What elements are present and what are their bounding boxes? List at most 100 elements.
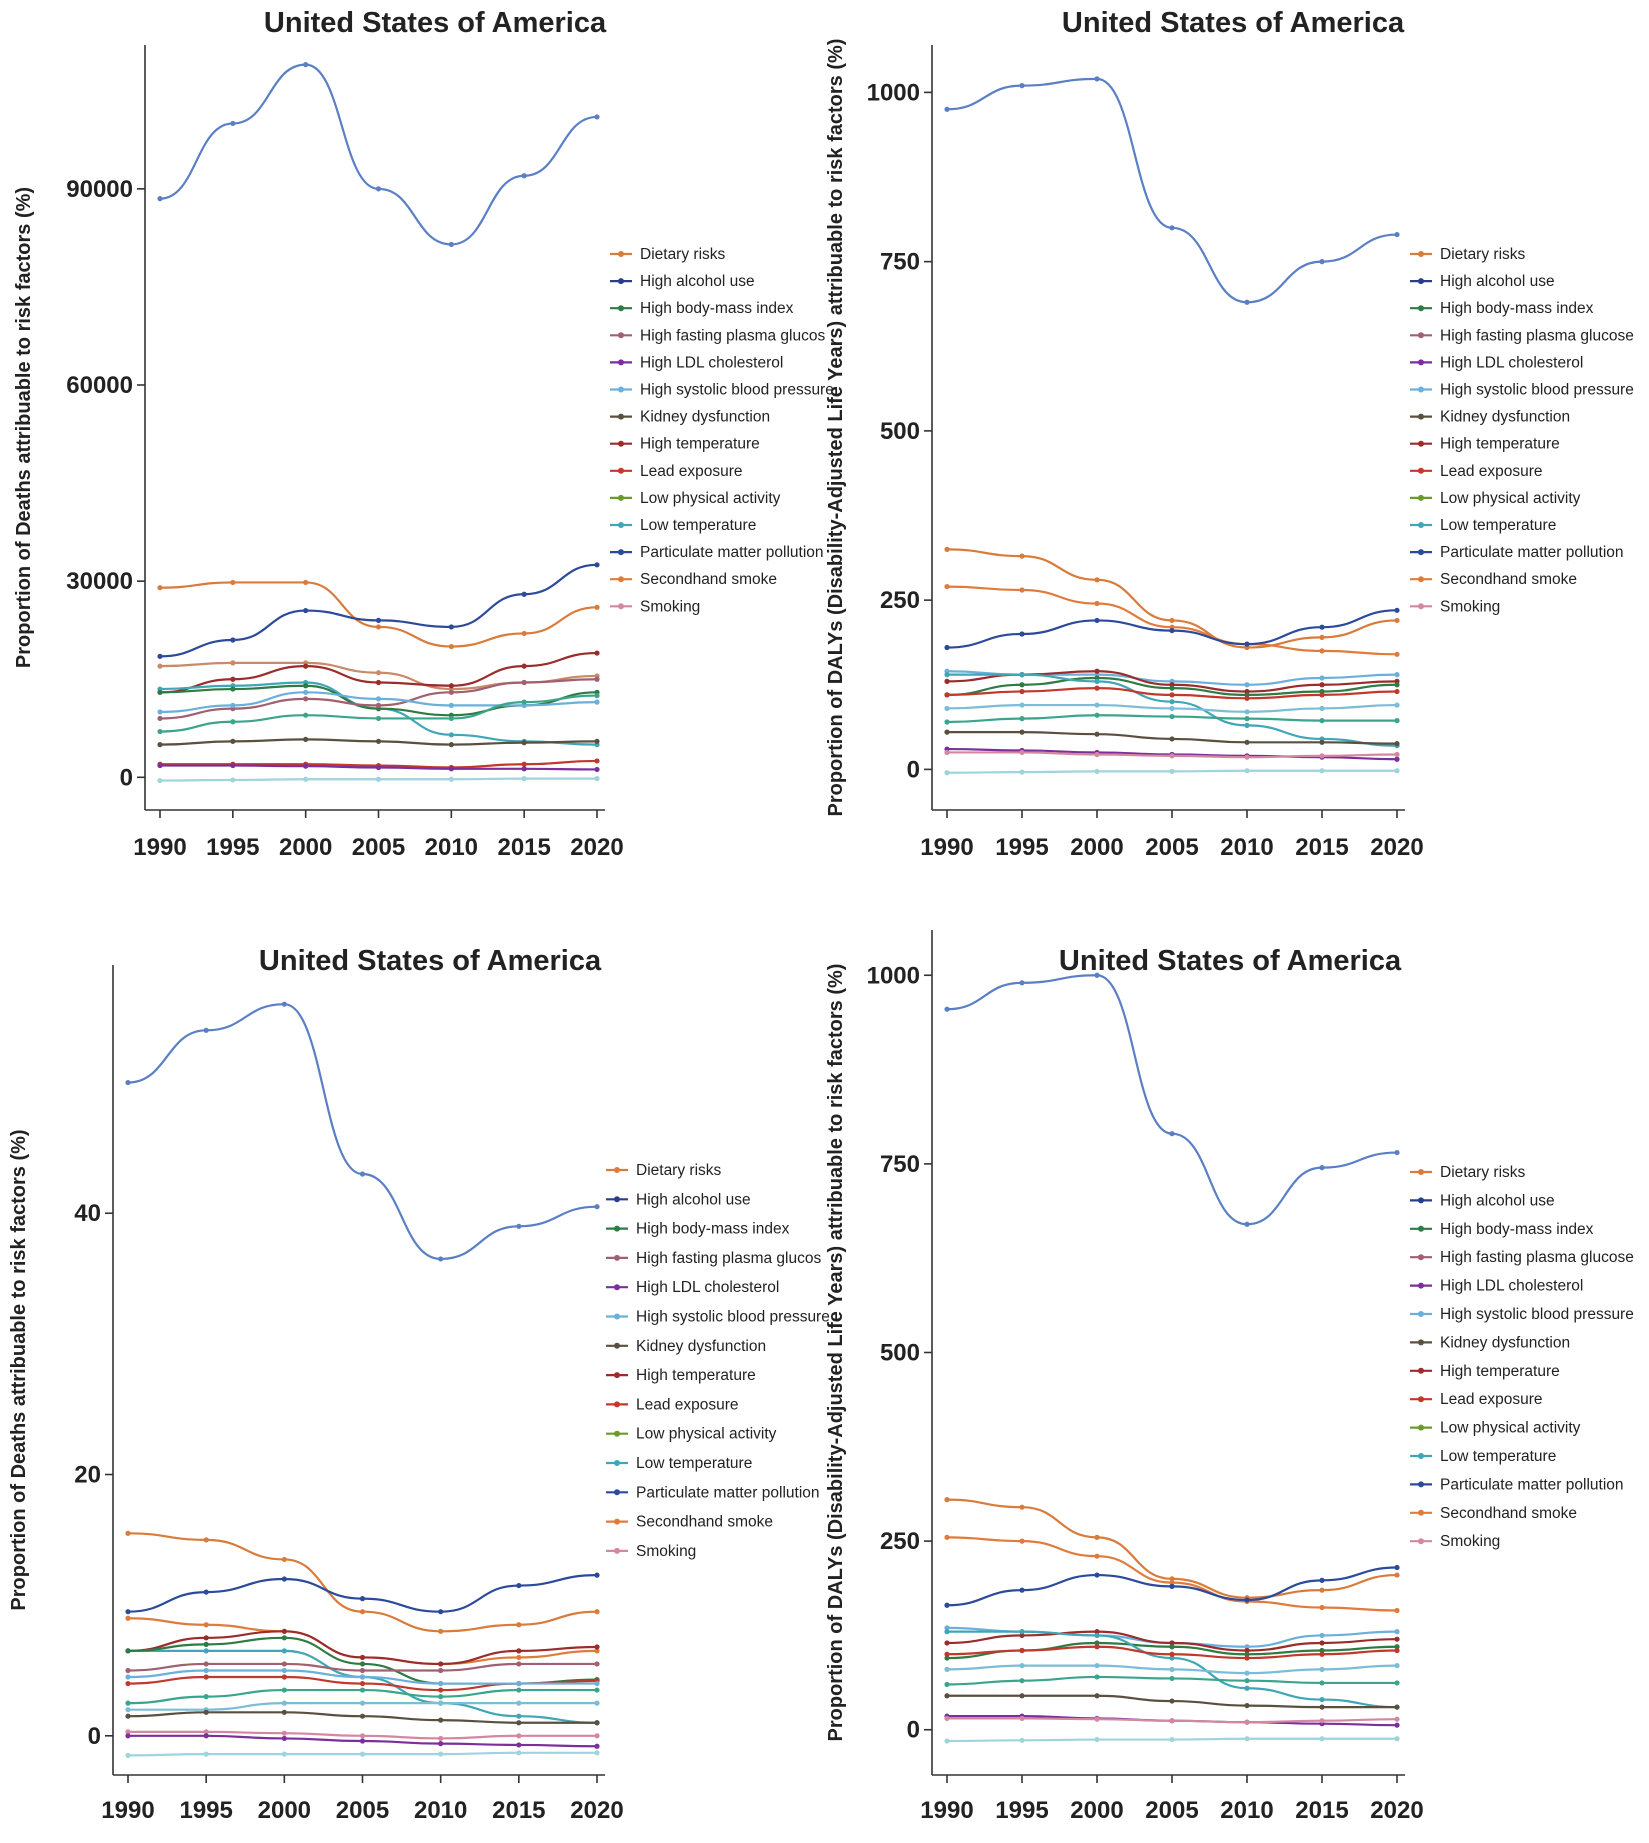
data-point [1169,1644,1175,1650]
series-6 [944,1629,1400,1654]
data-point [1019,1538,1025,1544]
data-point [1319,624,1325,630]
legend-swatch-dot [1418,1282,1424,1289]
data-point [1394,1647,1400,1654]
data-point [1094,685,1100,691]
y-tick-label: 1000 [867,79,920,106]
y-tick-label: 500 [880,418,920,445]
legend-swatch-dot [614,1401,620,1408]
data-point [1394,651,1400,657]
data-point [594,1644,600,1650]
data-point [157,689,163,695]
data-point [438,1661,444,1667]
data-point [1319,739,1325,745]
legend-label: High body-mass index [1440,300,1594,317]
legend-label: High alcohol use [636,1191,751,1208]
data-point [521,699,527,705]
data-point [359,1680,366,1687]
legend-label: Smoking [636,1543,696,1560]
data-point [157,663,163,669]
data-point [438,1680,444,1687]
legend-swatch-dot [1418,494,1424,501]
data-point [1019,1587,1025,1593]
data-point [125,1729,131,1735]
legend-swatch-dot [1418,386,1424,393]
data-point [1244,709,1250,715]
y-tick-label: 500 [880,1340,920,1367]
legend-label: Low physical activity [636,1426,777,1443]
y-tick-label: 0 [120,764,133,791]
legend: Dietary risks High alcohol use High body-m… [1410,246,1634,615]
chart-panel-2: United States of America Proportion of DA… [825,7,1634,861]
data-point [1094,577,1100,583]
data-point [359,1654,366,1661]
series-7 [944,675,1400,698]
legend-swatch-dot [1418,1254,1424,1261]
data-point [1394,688,1400,695]
data-point [1019,1629,1025,1635]
legend-swatch-dot [618,576,624,583]
data-point [521,663,527,669]
data-point [1169,1651,1175,1657]
series-10 [157,692,600,735]
y-tick-label: 40 [74,1200,101,1227]
y-axis-label: Proportion of DALYs (Disability-Adjusted… [825,39,847,817]
data-point [516,1700,522,1706]
data-point [303,579,309,586]
data-point [1019,631,1025,637]
data-point [1394,672,1400,678]
y-tick-label: 750 [880,249,920,276]
data-point [281,1001,287,1007]
data-point [1319,1587,1325,1593]
x-tick-label: 1990 [133,834,186,861]
chart-panel-1: United States of America Proportion of De… [13,7,834,861]
series-5 [157,650,600,695]
data-point [1244,1670,1250,1676]
y-tick-label: 20 [74,1462,101,1489]
data-point [1169,1576,1175,1582]
data-point [203,1751,209,1757]
data-point [230,777,236,783]
data-point [125,1648,131,1654]
data-point [1394,617,1400,624]
legend-swatch-dot [1418,1197,1424,1204]
legend: Dietary risks High alcohol use High body-m… [606,1162,830,1560]
data-point [1169,1583,1175,1589]
data-point [521,740,527,746]
series-line [127,1003,598,1261]
data-point [594,1750,600,1756]
data-point [1319,1647,1325,1654]
data-point [1019,1663,1025,1669]
data-point [594,699,600,705]
legend-label: Secondhand smoke [636,1514,773,1531]
legend-swatch-dot [614,1167,620,1173]
data-point [1394,1629,1400,1635]
data-point [594,1700,600,1706]
series-10 [944,1663,1400,1676]
data-point [1094,1534,1100,1540]
data-point [203,1709,209,1715]
data-point [203,1648,209,1654]
data-point [1094,1736,1100,1743]
data-point [521,591,527,597]
data-point [944,749,950,756]
x-tick-label: 2010 [414,1797,467,1824]
data-point [1019,702,1025,708]
data-point [1319,1704,1325,1710]
series-10 [125,1667,600,1687]
data-point [230,762,236,769]
data-point [230,719,236,725]
data-point [594,1648,600,1654]
data-point [157,196,163,202]
data-point [1319,718,1325,724]
data-point [1244,739,1250,745]
series-13 [125,1709,600,1726]
data-point [1019,688,1025,695]
data-point [359,1171,366,1177]
data-point [944,1693,950,1699]
series-14 [944,1715,1400,1725]
data-point [1094,751,1100,758]
data-point [375,702,382,708]
data-point [1394,1736,1400,1742]
